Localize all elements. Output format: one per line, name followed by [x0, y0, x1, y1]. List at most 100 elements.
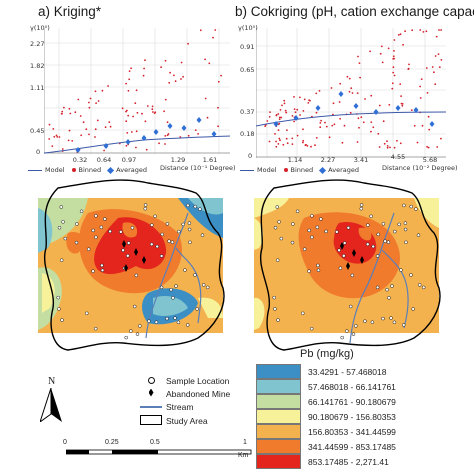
binned-point	[217, 80, 220, 83]
sample-location-marker	[310, 235, 314, 240]
averaged-point	[153, 129, 159, 135]
binned-point	[307, 102, 310, 104]
abandoned-mine-marker	[122, 240, 126, 248]
sample-location-marker	[309, 326, 314, 331]
sample-location-marker	[126, 254, 130, 258]
binned-point	[80, 134, 83, 137]
binned-point	[294, 111, 297, 114]
sample-location-marker	[186, 203, 190, 208]
binned-point	[268, 116, 271, 118]
sample-location-marker	[319, 217, 323, 221]
binned-point	[351, 92, 354, 94]
abandoned-mine-marker	[346, 262, 350, 270]
binned-point	[146, 105, 149, 107]
binned-point	[107, 85, 109, 87]
binned-point	[431, 66, 434, 68]
binned-point	[182, 75, 185, 78]
sample-location-marker	[291, 222, 295, 226]
sample-location-marker	[56, 295, 60, 300]
binned-point	[372, 126, 375, 129]
legend-study-area: Study Area	[136, 413, 230, 428]
averaged-point	[315, 105, 321, 111]
binned-point	[401, 104, 404, 107]
binned-point	[291, 137, 294, 140]
semivariogram-a	[44, 28, 230, 154]
binned-point	[128, 70, 131, 72]
binned-point	[401, 103, 404, 105]
binned-point	[144, 59, 146, 62]
binned-point	[217, 125, 220, 128]
pb-legend-title: Pb (mg/kg)	[300, 348, 354, 360]
averaged-point	[141, 135, 147, 141]
sample-location-marker	[165, 316, 169, 321]
sample-location-marker	[324, 229, 328, 234]
binned-point	[278, 116, 281, 119]
binned-point	[284, 109, 287, 112]
sample-location-marker	[155, 244, 159, 249]
binned-point	[386, 146, 389, 149]
binned-point	[61, 148, 64, 150]
binned-point	[350, 87, 353, 90]
binned-point	[420, 78, 423, 80]
binned-point	[197, 133, 200, 135]
binned-point	[277, 143, 280, 145]
binned-point	[318, 90, 321, 92]
binned-point	[127, 89, 130, 92]
sample-location-marker	[187, 221, 192, 225]
sample-location-marker	[338, 266, 343, 270]
binned-point	[280, 116, 283, 119]
sample-location-marker	[403, 227, 408, 232]
binned-point	[426, 145, 428, 148]
binned-point	[95, 102, 97, 104]
north-arrow-icon	[40, 388, 62, 422]
sample-location-marker	[414, 207, 418, 211]
binned-point	[94, 128, 97, 131]
model-line-icon	[28, 169, 42, 171]
binned-point	[141, 112, 143, 115]
abandoned-mine-marker	[352, 249, 356, 257]
binned-point	[393, 74, 396, 77]
binned-point	[88, 133, 90, 136]
binned-point	[168, 81, 171, 84]
binned-point	[303, 98, 306, 101]
binned-point	[206, 116, 209, 119]
sample-location-marker	[159, 254, 164, 258]
binned-point	[437, 53, 440, 55]
sample-location-marker	[390, 284, 394, 288]
binned-point	[438, 29, 440, 31]
binned-point	[425, 30, 428, 33]
sample-location-marker	[365, 242, 370, 247]
averaged-point	[181, 125, 187, 131]
binned-point	[391, 82, 394, 85]
binned-point	[85, 128, 88, 131]
binned-point	[164, 135, 167, 137]
panel-a-legend: Model Binned Averaged	[28, 166, 147, 174]
sample-location-marker	[411, 307, 415, 311]
sample-location-marker	[350, 273, 355, 278]
sample-location-marker	[399, 268, 403, 272]
pb-legend-item: 341.44599 - 853.17485	[256, 439, 396, 454]
panel-b-ytick: 0.65	[240, 66, 255, 74]
kriging-map	[38, 179, 225, 351]
panel-b-title: b) Cokriging (pH, cation exchange capaci…	[235, 4, 474, 19]
binned-point	[160, 66, 162, 69]
panel-a-xtick: 1.29	[170, 156, 186, 164]
cokriging-map	[254, 179, 441, 351]
binned-point	[58, 136, 61, 138]
binned-point	[364, 98, 366, 100]
binned-point	[134, 102, 137, 105]
binned-point	[71, 140, 74, 142]
binned-point	[382, 120, 385, 123]
scale-label: 0.25	[105, 439, 119, 446]
pb-legend-item: 66.141761 - 90.180679	[256, 394, 396, 409]
binned-dot-icon	[283, 168, 288, 172]
panel-b-xtick: 3.41	[353, 156, 369, 164]
binned-point	[378, 146, 381, 148]
sample-location-marker	[337, 248, 341, 252]
sample-location-marker	[375, 285, 380, 290]
sample-location-marker	[126, 241, 131, 245]
binned-point	[125, 82, 127, 85]
panel-b-xtick: 4.55	[390, 153, 406, 161]
binned-point	[407, 67, 410, 70]
pb-class-label: 90.180679 - 156.80353	[308, 411, 396, 422]
